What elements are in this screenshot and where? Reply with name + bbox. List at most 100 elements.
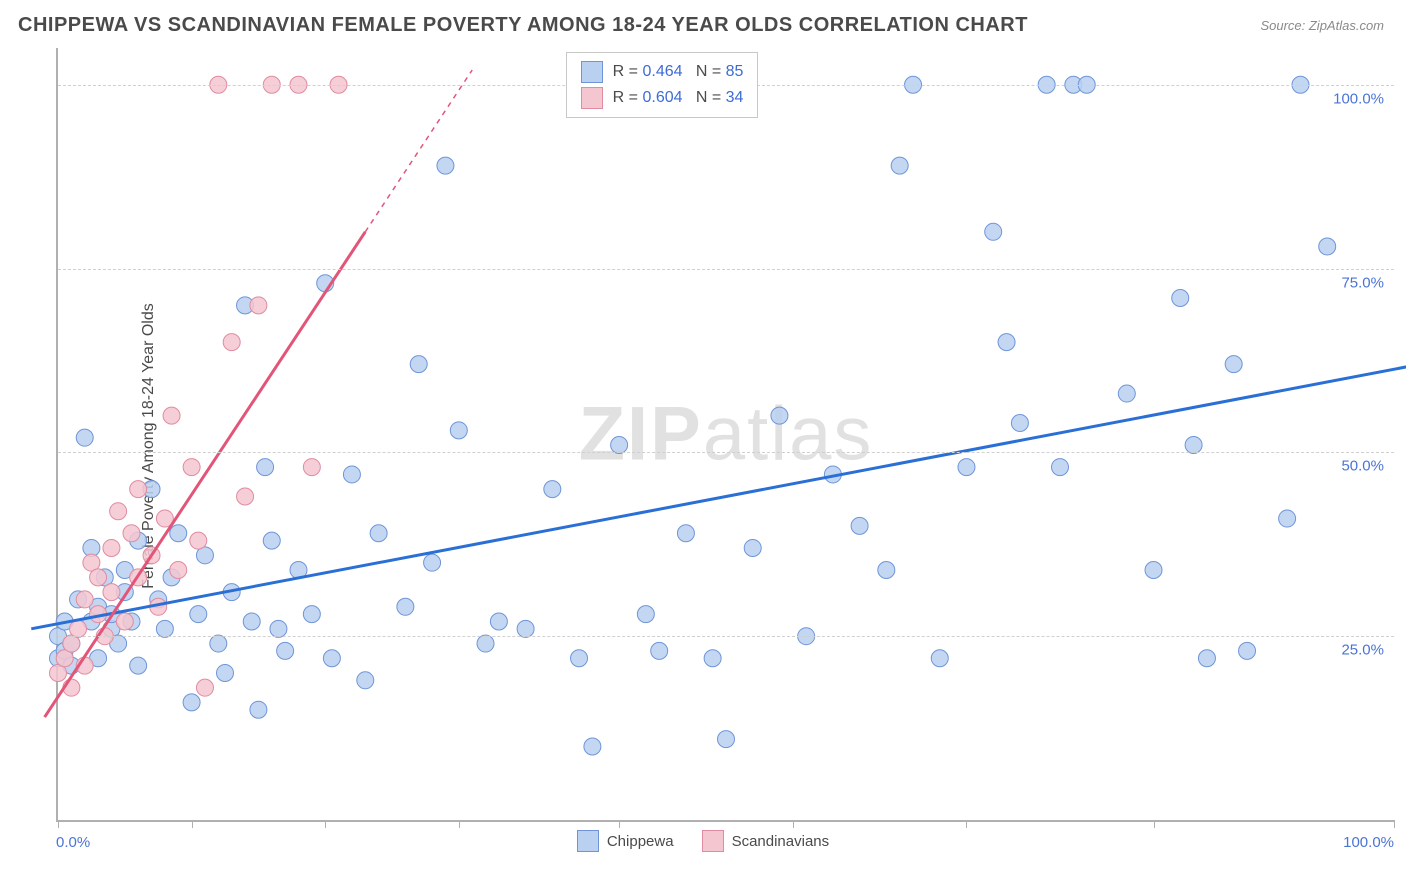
data-point bbox=[183, 694, 200, 711]
data-point bbox=[517, 620, 534, 637]
x-tick bbox=[58, 820, 59, 828]
stats-legend: R = 0.464 N = 85 R = 0.604 N = 34 bbox=[566, 52, 759, 118]
y-tick-label: 50.0% bbox=[1341, 458, 1384, 475]
data-point bbox=[123, 525, 140, 542]
data-point bbox=[637, 606, 654, 623]
stats-swatch bbox=[581, 87, 603, 109]
data-point bbox=[651, 642, 668, 659]
x-tick bbox=[1154, 820, 1155, 828]
data-point bbox=[76, 591, 93, 608]
data-point bbox=[1185, 437, 1202, 454]
bottom-legend: Chippewa Scandinavians bbox=[0, 830, 1406, 856]
data-point bbox=[771, 407, 788, 424]
x-tick bbox=[1394, 820, 1395, 828]
data-point bbox=[477, 635, 494, 652]
source-attribution: Source: ZipAtlas.com bbox=[1260, 18, 1384, 33]
data-point bbox=[1052, 459, 1069, 476]
data-point bbox=[270, 620, 287, 637]
data-point bbox=[998, 334, 1015, 351]
data-point bbox=[1279, 510, 1296, 527]
trend-line-dashed bbox=[365, 70, 472, 232]
data-point bbox=[163, 407, 180, 424]
gridline-h bbox=[58, 452, 1394, 453]
chart-container: CHIPPEWA VS SCANDINAVIAN FEMALE POVERTY … bbox=[0, 0, 1406, 892]
data-point bbox=[878, 562, 895, 579]
data-point bbox=[130, 657, 147, 674]
data-point bbox=[210, 635, 227, 652]
data-point bbox=[931, 650, 948, 667]
data-point bbox=[1319, 238, 1336, 255]
trend-line bbox=[45, 232, 366, 717]
data-point bbox=[891, 157, 908, 174]
y-tick-label: 75.0% bbox=[1341, 274, 1384, 291]
data-point bbox=[103, 539, 120, 556]
x-tick bbox=[966, 820, 967, 828]
data-point bbox=[1225, 356, 1242, 373]
data-point bbox=[718, 731, 735, 748]
stats-swatch bbox=[581, 61, 603, 83]
data-point bbox=[190, 532, 207, 549]
x-tick bbox=[325, 820, 326, 828]
stats-row: R = 0.464 N = 85 bbox=[581, 59, 744, 85]
data-point bbox=[1172, 289, 1189, 306]
data-point bbox=[250, 701, 267, 718]
data-point bbox=[985, 223, 1002, 240]
stats-text: R = 0.604 N = 34 bbox=[613, 89, 744, 107]
data-point bbox=[410, 356, 427, 373]
data-point bbox=[190, 606, 207, 623]
y-tick-label: 25.0% bbox=[1341, 642, 1384, 659]
data-point bbox=[303, 606, 320, 623]
data-point bbox=[704, 650, 721, 667]
data-point bbox=[303, 459, 320, 476]
data-point bbox=[397, 598, 414, 615]
data-point bbox=[611, 437, 628, 454]
data-point bbox=[76, 429, 93, 446]
data-point bbox=[584, 738, 601, 755]
plot-area: ZIPatlas 25.0%50.0%75.0%100.0%R = 0.464 … bbox=[56, 48, 1394, 822]
legend-label: Chippewa bbox=[607, 833, 674, 850]
data-point bbox=[1118, 385, 1135, 402]
legend-label: Scandinavians bbox=[732, 833, 830, 850]
data-point bbox=[1239, 642, 1256, 659]
data-point bbox=[277, 642, 294, 659]
data-point bbox=[1145, 562, 1162, 579]
data-point bbox=[250, 297, 267, 314]
legend-item: Scandinavians bbox=[702, 830, 830, 852]
data-point bbox=[490, 613, 507, 630]
data-point bbox=[183, 459, 200, 476]
gridline-h bbox=[58, 269, 1394, 270]
x-tick bbox=[793, 820, 794, 828]
data-point bbox=[130, 481, 147, 498]
data-point bbox=[257, 459, 274, 476]
data-point bbox=[196, 679, 213, 696]
x-tick bbox=[192, 820, 193, 828]
data-point bbox=[110, 503, 127, 520]
data-point bbox=[116, 613, 133, 630]
data-point bbox=[958, 459, 975, 476]
data-point bbox=[437, 157, 454, 174]
data-point bbox=[243, 613, 260, 630]
data-point bbox=[744, 539, 761, 556]
data-point bbox=[343, 466, 360, 483]
data-point bbox=[1198, 650, 1215, 667]
data-point bbox=[170, 525, 187, 542]
data-point bbox=[223, 334, 240, 351]
data-point bbox=[677, 525, 694, 542]
data-point bbox=[450, 422, 467, 439]
gridline-h bbox=[58, 636, 1394, 637]
data-point bbox=[323, 650, 340, 667]
chart-svg bbox=[58, 48, 1394, 820]
chart-title: CHIPPEWA VS SCANDINAVIAN FEMALE POVERTY … bbox=[18, 14, 1028, 37]
data-point bbox=[237, 488, 254, 505]
x-tick bbox=[459, 820, 460, 828]
data-point bbox=[357, 672, 374, 689]
y-tick-label: 100.0% bbox=[1333, 90, 1384, 107]
legend-swatch bbox=[702, 830, 724, 852]
data-point bbox=[103, 584, 120, 601]
data-point bbox=[170, 562, 187, 579]
legend-item: Chippewa bbox=[577, 830, 674, 852]
data-point bbox=[156, 620, 173, 637]
data-point bbox=[70, 620, 87, 637]
data-point bbox=[217, 664, 234, 681]
stats-text: R = 0.464 N = 85 bbox=[613, 63, 744, 81]
